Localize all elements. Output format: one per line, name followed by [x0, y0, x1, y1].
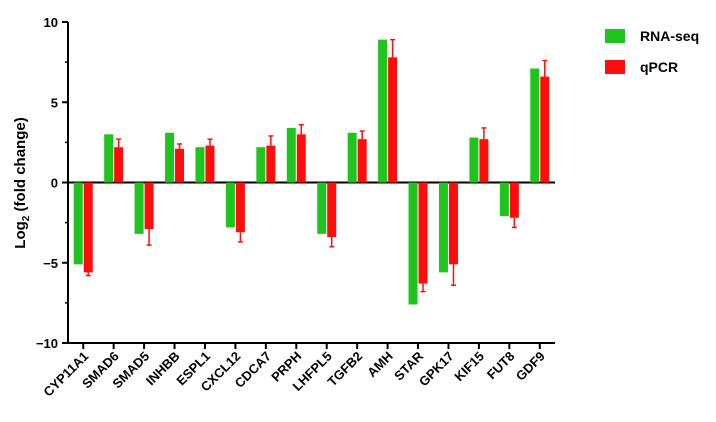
bar-qpcr-smad5: [144, 182, 154, 230]
y-tick-label: −10: [36, 336, 58, 351]
y-tick-label: 10: [44, 15, 58, 30]
x-tick-label-tgfb2: TGFB2: [325, 349, 366, 390]
bar-rna-seq-fut8: [499, 182, 509, 217]
y-axis-title-rest: (fold change): [12, 117, 29, 215]
bar-rna-seq-cdca7: [256, 147, 266, 183]
bar-rna-seq-smad6: [104, 134, 114, 183]
bars: [73, 38, 550, 305]
legend-label-rna-seq: RNA-seq: [640, 28, 699, 44]
bar-qpcr-gdf9: [540, 76, 550, 183]
x-tick-label-cyp11a1: CYP11A1: [40, 349, 91, 400]
bar-qpcr-lhfpl5: [327, 182, 337, 238]
legend: RNA-seq qPCR: [605, 28, 699, 75]
bar-qpcr-kif15: [479, 139, 489, 183]
bar-qpcr-star: [418, 182, 428, 284]
y-tick-label: 0: [51, 176, 58, 191]
bar-qpcr-inhbb: [175, 148, 185, 183]
bar-rna-seq-lhfpl5: [317, 182, 327, 234]
bar-qpcr-cxcl12: [235, 182, 245, 233]
x-tick-label-gdf9: GDF9: [513, 349, 548, 384]
bar-rna-seq-prph: [286, 127, 296, 183]
legend-swatch-rna-seq: [605, 29, 625, 43]
bar-rna-seq-inhbb: [165, 132, 175, 183]
bar-qpcr-tgfb2: [357, 139, 367, 183]
y-axis-title-subscript: 2: [21, 215, 32, 221]
bar-rna-seq-gdf9: [530, 68, 540, 183]
bar-qpcr-fut8: [509, 182, 519, 218]
legend-label-qpcr: qPCR: [640, 59, 678, 75]
y-axis-title-main: Log: [12, 221, 29, 249]
bar-rna-seq-amh: [378, 39, 388, 183]
bar-qpcr-prph: [296, 134, 306, 183]
bar-qpcr-amh: [388, 57, 398, 183]
bar-qpcr-cyp11a1: [83, 182, 93, 273]
bar-rna-seq-smad5: [134, 182, 144, 234]
x-tick-label-gpk17: GPK17: [416, 349, 457, 390]
x-tick-label-kif15: KIF15: [451, 349, 487, 385]
y-axis-title: Log2 (fold change): [12, 117, 32, 248]
bar-qpcr-gpk17: [448, 182, 458, 265]
bar-qpcr-espl1: [205, 145, 215, 183]
bar-qpcr-cdca7: [266, 145, 276, 183]
legend-swatch-qpcr: [605, 60, 625, 74]
bar-rna-seq-kif15: [469, 137, 479, 183]
bar-rna-seq-star: [408, 182, 418, 305]
labels: 1050−5−10CYP11A1SMAD6SMAD5INHBBESPL1CXCL…: [36, 15, 548, 399]
bar-rna-seq-cxcl12: [225, 182, 235, 228]
y-tick-label: 5: [51, 95, 58, 110]
y-tick-label: −5: [43, 256, 58, 271]
bar-rna-seq-gpk17: [438, 182, 448, 273]
x-tick-label-amh: AMH: [364, 349, 396, 381]
bar-rna-seq-cyp11a1: [73, 182, 83, 265]
bar-rna-seq-tgfb2: [347, 132, 357, 183]
bar-qpcr-smad6: [114, 147, 124, 183]
bar-rna-seq-espl1: [195, 147, 205, 183]
x-tick-label-fut8: FUT8: [484, 349, 518, 383]
